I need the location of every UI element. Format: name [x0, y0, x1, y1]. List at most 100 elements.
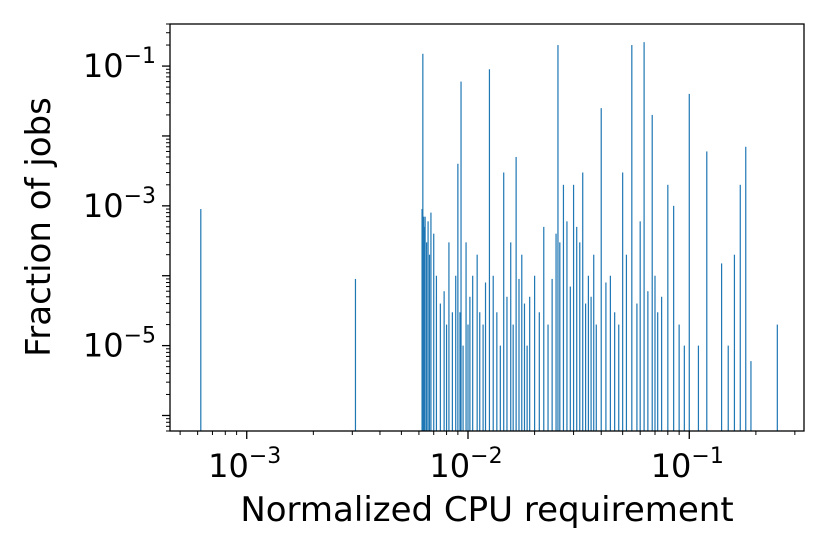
y-tick-label: 10−1 — [83, 44, 156, 85]
x-tick-label: 10−3 — [208, 444, 281, 485]
bar — [428, 254, 431, 431]
bar — [430, 212, 432, 431]
bar — [557, 45, 559, 431]
bar — [443, 291, 445, 431]
bar — [609, 275, 611, 431]
bar — [572, 184, 575, 431]
y-axis-ticks: 10−5 10−3 10−1 — [83, 23, 170, 432]
y-tick-label: 10−5 — [83, 324, 156, 365]
bar — [625, 254, 628, 431]
bar — [529, 296, 531, 431]
bar — [576, 226, 578, 431]
bar — [727, 345, 729, 431]
bar — [451, 312, 453, 431]
bar — [354, 278, 357, 431]
bar — [467, 324, 469, 431]
bar — [614, 312, 616, 431]
plot-frame — [169, 23, 805, 432]
bar — [706, 151, 708, 431]
bar — [510, 242, 512, 431]
bar — [600, 108, 602, 432]
bar — [697, 345, 700, 431]
bar — [462, 345, 464, 431]
bar — [521, 254, 523, 431]
bar — [455, 275, 457, 431]
bar — [512, 324, 514, 431]
bar — [479, 312, 481, 431]
bar — [538, 312, 540, 431]
bar — [733, 254, 736, 431]
bar — [585, 303, 587, 431]
bar — [543, 226, 545, 431]
bar — [439, 303, 441, 431]
x-tick-label: 10−2 — [429, 444, 502, 485]
bar — [496, 312, 498, 431]
bar — [559, 242, 561, 431]
bar — [518, 278, 520, 431]
bar — [566, 221, 568, 431]
bar — [555, 233, 557, 431]
bar — [423, 216, 425, 431]
bar — [523, 303, 526, 431]
bar — [587, 275, 589, 431]
bar — [422, 53, 424, 432]
bar — [657, 312, 659, 431]
bar — [721, 263, 723, 431]
y-tick-label: 10−3 — [83, 184, 156, 225]
bar — [427, 221, 429, 431]
bar — [562, 184, 565, 431]
bar — [776, 324, 778, 431]
bar — [618, 324, 620, 431]
bar — [506, 296, 508, 431]
bar — [673, 205, 675, 431]
bar — [647, 291, 649, 431]
bar — [433, 233, 435, 431]
bar — [448, 242, 450, 431]
bar — [534, 275, 536, 431]
y-axis-label: Fraction of jobs — [19, 97, 59, 357]
bar — [547, 324, 549, 431]
bar — [654, 275, 656, 431]
bar — [631, 45, 633, 431]
bar — [582, 172, 584, 431]
bar — [551, 278, 553, 431]
bar — [426, 242, 428, 431]
bar — [590, 296, 592, 431]
bar — [688, 93, 690, 431]
bar — [423, 226, 425, 431]
bar — [492, 275, 494, 431]
bar — [465, 242, 467, 431]
x-axis-ticks: 10−3 10−2 10−1 — [179, 431, 796, 485]
bar — [424, 216, 426, 431]
x-tick-label: 10−1 — [651, 444, 724, 485]
bar — [683, 345, 685, 431]
bar — [459, 312, 461, 431]
bar — [503, 172, 505, 431]
bar — [460, 81, 462, 431]
x-axis-label: Normalized CPU requirement — [240, 490, 733, 530]
bar — [639, 221, 641, 431]
bar — [482, 324, 484, 431]
bar — [745, 146, 747, 431]
bar — [622, 172, 624, 431]
bar — [526, 345, 528, 431]
bar — [593, 254, 595, 431]
bar — [472, 275, 474, 431]
bar — [661, 296, 663, 431]
bar — [739, 184, 741, 431]
bar — [605, 282, 607, 431]
bar — [595, 324, 597, 431]
bar — [643, 42, 645, 431]
bar — [469, 296, 471, 431]
bar — [651, 114, 653, 432]
bar — [515, 157, 517, 431]
bar — [445, 324, 448, 431]
bar — [579, 242, 581, 431]
bar — [750, 361, 752, 431]
bar — [667, 184, 669, 431]
bar — [457, 163, 459, 431]
bars-group — [200, 42, 778, 432]
bar — [678, 324, 680, 431]
bar — [200, 209, 202, 431]
